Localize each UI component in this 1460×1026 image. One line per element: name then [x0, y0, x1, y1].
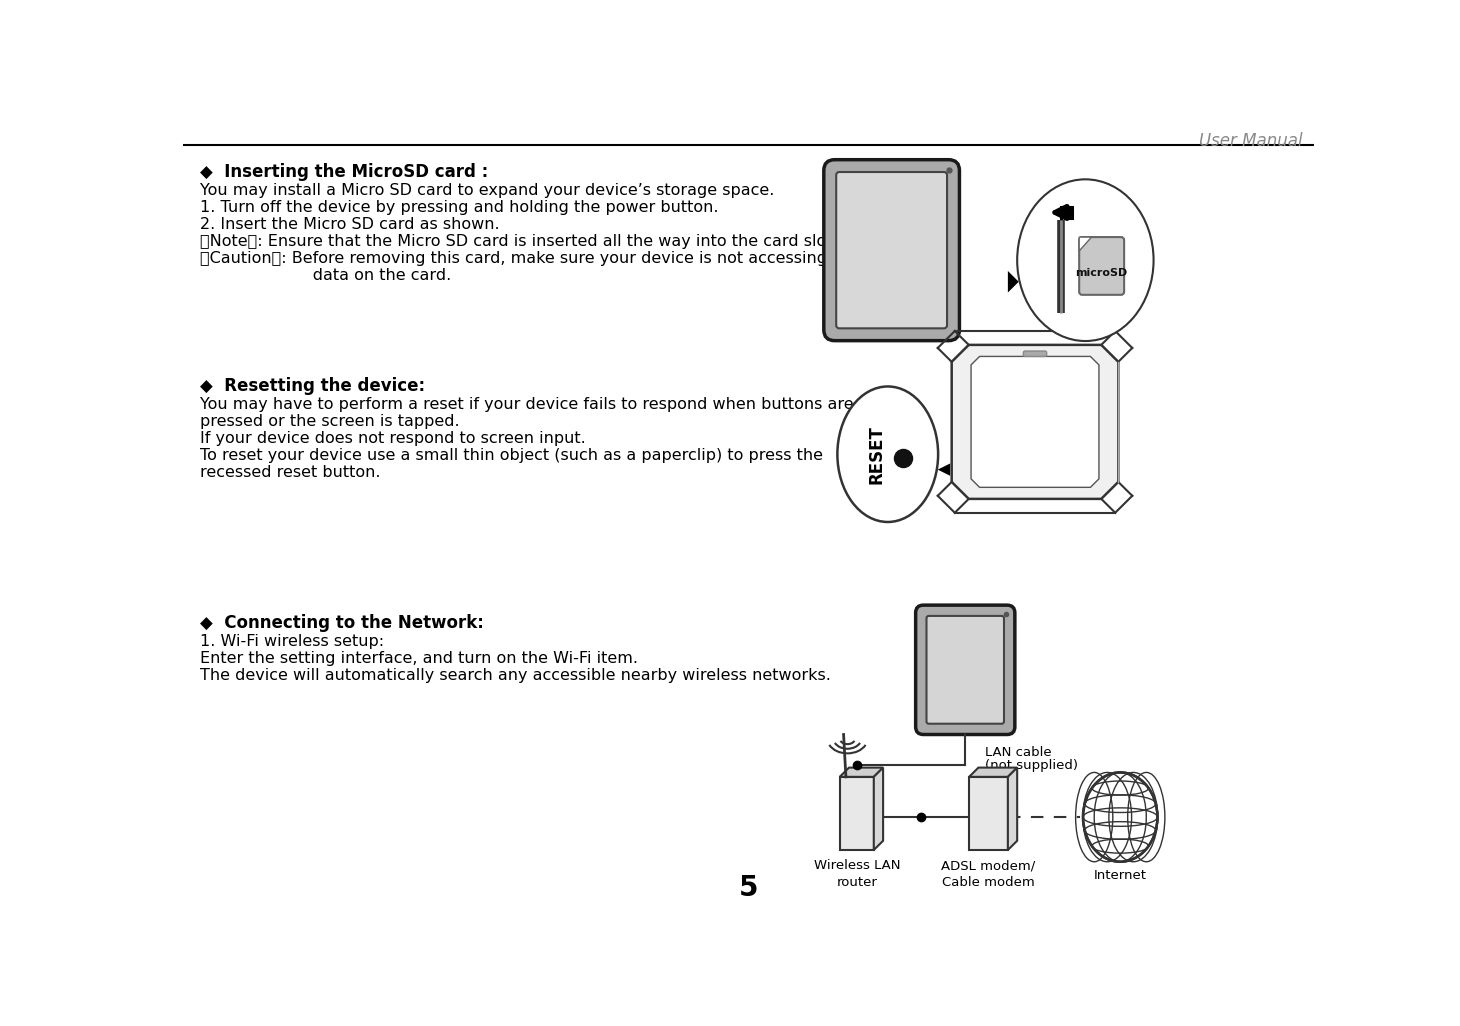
Text: You may have to perform a reset if your device fails to respond when buttons are: You may have to perform a reset if your … — [200, 397, 853, 412]
Text: To reset your device use a small thin object (such as a paperclip) to press the: To reset your device use a small thin ob… — [200, 448, 822, 463]
Polygon shape — [1079, 237, 1092, 251]
Text: Enter the setting interface, and turn on the Wi-Fi item.: Enter the setting interface, and turn on… — [200, 652, 638, 666]
Text: You may install a Micro SD card to expand your device’s storage space.: You may install a Micro SD card to expan… — [200, 184, 774, 198]
FancyBboxPatch shape — [915, 605, 1015, 735]
Text: microSD: microSD — [1076, 268, 1127, 278]
Text: ADSL modem/
Cable modem: ADSL modem/ Cable modem — [942, 859, 1035, 890]
Text: ◆  Inserting the MicroSD card :: ◆ Inserting the MicroSD card : — [200, 163, 488, 182]
FancyBboxPatch shape — [823, 160, 959, 341]
Text: ◆  Resetting the device:: ◆ Resetting the device: — [200, 378, 425, 395]
Polygon shape — [971, 356, 1099, 487]
Text: (not supplied): (not supplied) — [984, 759, 1077, 773]
Text: User Manual: User Manual — [1199, 132, 1302, 151]
Text: Wireless LAN
router: Wireless LAN router — [813, 859, 899, 890]
Text: 【Caution】: Before removing this card, make sure your device is not accessing: 【Caution】: Before removing this card, ma… — [200, 251, 826, 266]
FancyBboxPatch shape — [837, 172, 948, 328]
FancyBboxPatch shape — [927, 616, 1004, 723]
Text: RESET: RESET — [867, 425, 885, 483]
Ellipse shape — [1083, 773, 1158, 862]
Polygon shape — [937, 464, 950, 476]
Text: LAN cable: LAN cable — [984, 746, 1051, 759]
Polygon shape — [969, 767, 1018, 777]
Text: pressed or the screen is tapped.: pressed or the screen is tapped. — [200, 415, 460, 429]
Text: 1. Wi-Fi wireless setup:: 1. Wi-Fi wireless setup: — [200, 634, 384, 649]
Ellipse shape — [1018, 180, 1153, 341]
Text: 【Note】: Ensure that the Micro SD card is inserted all the way into the card slot: 【Note】: Ensure that the Micro SD card is… — [200, 234, 837, 249]
Text: If your device does not respond to screen input.: If your device does not respond to scree… — [200, 431, 585, 446]
Polygon shape — [1007, 767, 1018, 850]
Text: recessed reset button.: recessed reset button. — [200, 465, 380, 480]
Text: The device will automatically search any accessible nearby wireless networks.: The device will automatically search any… — [200, 668, 831, 683]
FancyBboxPatch shape — [1079, 237, 1124, 294]
Polygon shape — [1007, 271, 1019, 292]
Polygon shape — [839, 777, 873, 850]
Polygon shape — [969, 777, 1007, 850]
Text: Internet: Internet — [1094, 869, 1146, 882]
Text: ◆  Connecting to the Network:: ◆ Connecting to the Network: — [200, 615, 483, 632]
Text: 1. Turn off the device by pressing and holding the power button.: 1. Turn off the device by pressing and h… — [200, 200, 718, 215]
FancyBboxPatch shape — [1023, 351, 1047, 356]
Polygon shape — [952, 345, 1118, 499]
Polygon shape — [873, 767, 883, 850]
Text: 5: 5 — [739, 874, 758, 902]
Text: data on the card.: data on the card. — [200, 268, 451, 283]
Ellipse shape — [838, 387, 939, 522]
Polygon shape — [839, 767, 883, 777]
Text: 2. Insert the Micro SD card as shown.: 2. Insert the Micro SD card as shown. — [200, 218, 499, 232]
